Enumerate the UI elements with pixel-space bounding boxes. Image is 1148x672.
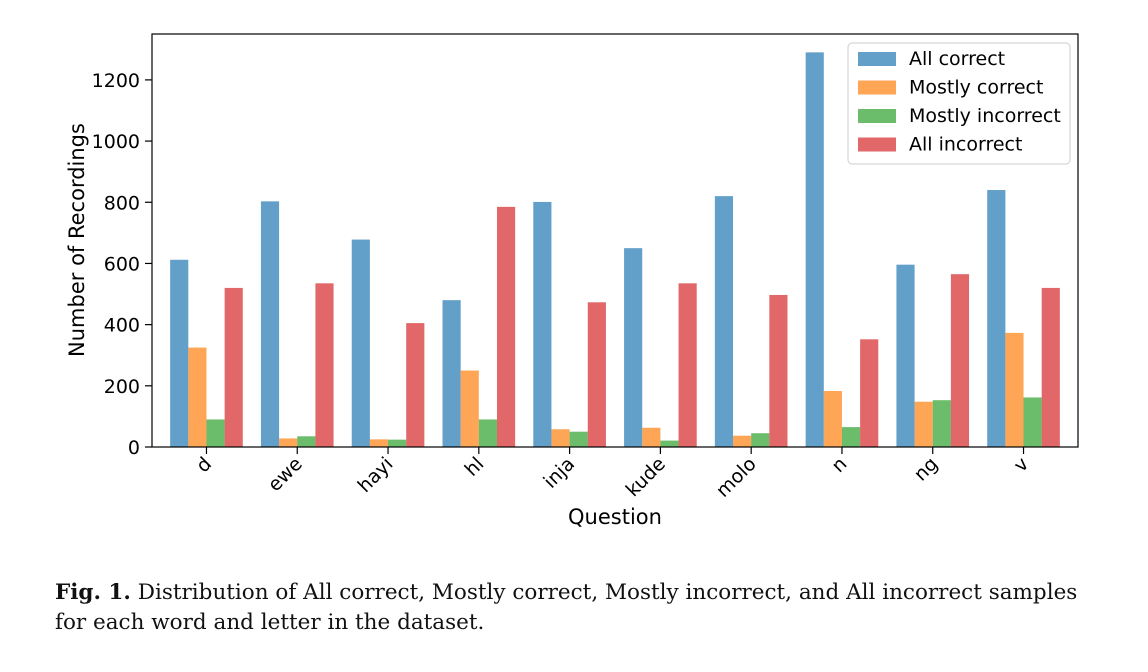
bar-ng-mostly-incorrect xyxy=(932,400,951,447)
bar-kude-all-correct xyxy=(624,248,643,447)
legend-label: All correct xyxy=(909,48,1005,70)
bar-v-mostly-correct xyxy=(1005,332,1024,447)
bar-n-all-correct xyxy=(805,52,824,448)
bar-inja-mostly-incorrect xyxy=(569,431,588,447)
bar-hl-all-correct xyxy=(442,300,461,447)
bar-molo-all-correct xyxy=(714,196,734,447)
bar-v-mostly-incorrect xyxy=(1023,397,1042,447)
bar-d-mostly-incorrect xyxy=(206,419,225,447)
x-tick-label: hl xyxy=(461,453,489,481)
y-tick-label: 1000 xyxy=(92,131,140,153)
legend-swatch xyxy=(858,109,896,123)
bar-molo-mostly-correct xyxy=(733,435,752,447)
x-tick-label: v xyxy=(1010,453,1034,477)
y-tick-label: 400 xyxy=(104,315,140,337)
bar-kude-mostly-correct xyxy=(642,427,661,447)
legend-label: All incorrect xyxy=(909,134,1022,156)
y-tick-label: 800 xyxy=(104,192,140,214)
bar-n-all-incorrect xyxy=(860,339,879,447)
bar-ewe-mostly-incorrect xyxy=(297,436,316,447)
y-tick-label: 1200 xyxy=(92,70,140,92)
y-tick-label: 0 xyxy=(128,437,140,459)
bar-ng-all-incorrect xyxy=(950,274,970,447)
bar-d-mostly-correct xyxy=(188,347,207,447)
bar-kude-all-incorrect xyxy=(678,283,697,447)
x-axis-label: Question xyxy=(568,505,662,529)
y-axis-label: Number of Recordings xyxy=(65,123,89,357)
legend-box xyxy=(847,42,1071,165)
x-tick-label: inja xyxy=(539,453,579,493)
legend-swatch xyxy=(858,52,896,66)
bar-hayi-mostly-incorrect xyxy=(388,439,407,447)
x-tick-label: kude xyxy=(622,453,670,501)
bar-n-mostly-correct xyxy=(823,391,842,447)
x-tick-label: ewe xyxy=(264,453,307,496)
legend-swatch xyxy=(858,137,896,152)
bar-d-all-correct xyxy=(170,259,189,447)
bar-v-all-incorrect xyxy=(1041,287,1060,447)
bar-v-all-correct xyxy=(987,190,1006,447)
caption-label: Fig. 1. xyxy=(55,580,131,605)
legend-label: Mostly correct xyxy=(909,77,1043,99)
bar-chart: 0 200 400 600 800 1000 1200 d ewe hayi hl inja kude… xyxy=(65,33,1079,529)
bar-molo-mostly-incorrect xyxy=(751,433,770,447)
x-tick-label: hayi xyxy=(354,453,398,497)
bar-inja-mostly-correct xyxy=(551,429,570,447)
bar-ng-all-correct xyxy=(896,264,915,447)
bar-hl-mostly-correct xyxy=(460,370,479,447)
caption-text: Distribution of All correct, Mostly corr… xyxy=(55,580,1078,635)
x-tick-label: n xyxy=(827,453,851,477)
bar-kude-mostly-incorrect xyxy=(660,440,679,447)
bar-ewe-mostly-correct xyxy=(279,438,298,447)
y-tick-label: 600 xyxy=(104,253,140,275)
bar-hl-all-incorrect xyxy=(496,206,516,447)
bar-inja-all-incorrect xyxy=(587,302,606,447)
bar-hayi-all-correct xyxy=(351,239,370,447)
x-tick-label: molo xyxy=(712,453,761,502)
figure-caption: Fig. 1. Distribution of All correct, Mos… xyxy=(55,578,1100,638)
legend-label: Mostly incorrect xyxy=(909,105,1061,127)
x-axis: d ewe hayi hl inja kude molo n ng v xyxy=(192,447,1033,502)
y-tick-label: 200 xyxy=(104,376,140,398)
plot-frame xyxy=(151,33,1079,448)
bar-ng-mostly-correct xyxy=(914,401,933,447)
bar-ewe-all-incorrect xyxy=(315,283,334,447)
bar-molo-all-incorrect xyxy=(769,294,788,447)
bar-d-all-incorrect xyxy=(224,287,243,447)
bars-group xyxy=(170,52,1060,448)
bar-hayi-mostly-correct xyxy=(369,439,389,447)
bar-inja-all-correct xyxy=(533,201,552,447)
y-axis: 0 200 400 600 800 1000 1200 xyxy=(92,70,152,459)
bar-hl-mostly-incorrect xyxy=(478,419,497,447)
x-tick-label: d xyxy=(192,453,216,477)
x-tick-label: ng xyxy=(910,453,943,486)
bar-n-mostly-incorrect xyxy=(841,427,861,447)
bar-hayi-all-incorrect xyxy=(406,323,425,447)
legend: All correct Mostly correct Mostly incorrec… xyxy=(847,42,1071,165)
legend-swatch xyxy=(858,80,896,95)
bar-ewe-all-correct xyxy=(260,201,280,447)
